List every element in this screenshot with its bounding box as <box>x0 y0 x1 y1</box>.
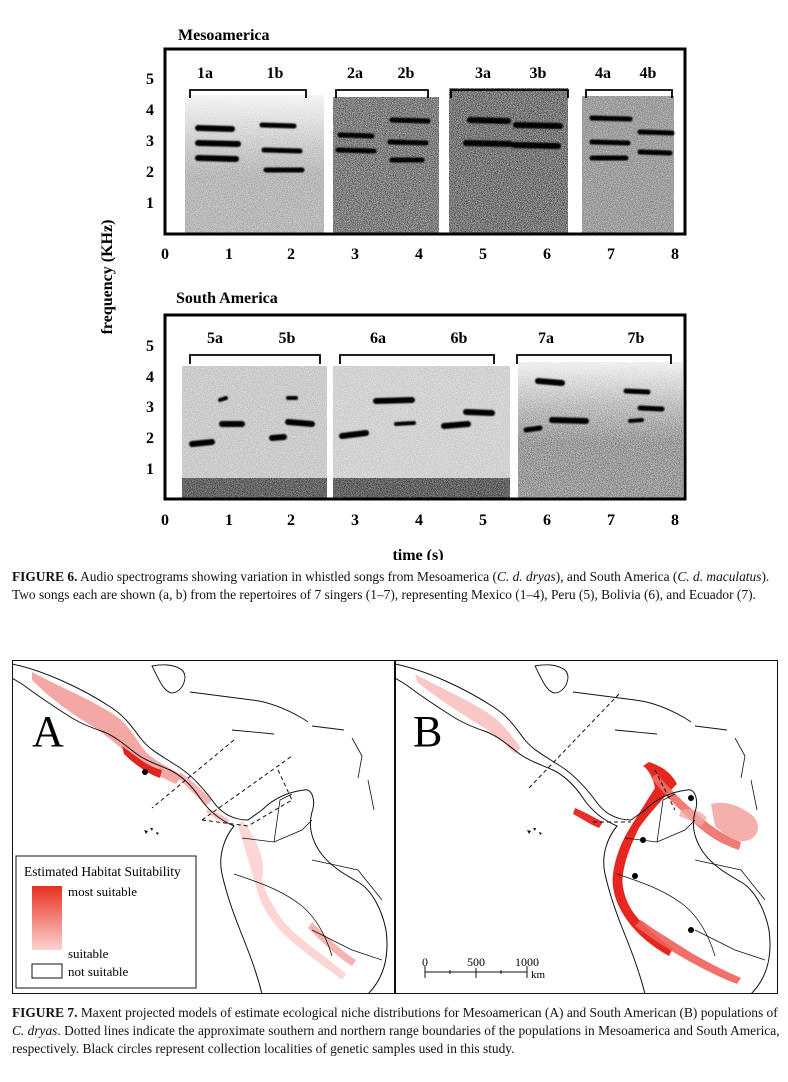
scale-tick-500: 500 <box>467 955 485 969</box>
panel-title-south-america: South America <box>176 290 278 307</box>
scale-tick-0: 0 <box>422 955 428 969</box>
x-tick-top-6: 6 <box>543 246 551 263</box>
x-tick-bottom-6: 6 <box>543 512 551 529</box>
y-tick-bottom-5: 5 <box>146 338 154 355</box>
x-tick-bottom-0: 0 <box>161 512 169 529</box>
x-tick-bottom-1: 1 <box>225 512 233 529</box>
caption-italic: C. d. maculatus <box>677 569 762 584</box>
legend-habitat-suitability: Estimated Habitat Suitability most suita… <box>15 855 197 989</box>
y-tick-top-2: 2 <box>146 164 154 181</box>
y-tick-bottom-4: 4 <box>146 369 154 386</box>
legend-title: Estimated Habitat Suitability <box>24 864 181 879</box>
caption-italic: C. d. dryas <box>496 569 556 584</box>
scale-tick-1000: 1000 <box>515 955 539 969</box>
song-label-4b: 4b <box>640 65 657 82</box>
caption-text: Audio spectrograms showing variation in … <box>77 569 497 584</box>
song-label-6a: 6a <box>370 330 386 347</box>
x-tick-top-8: 8 <box>671 246 679 263</box>
song-brackets-south-america <box>189 354 672 364</box>
song-label-3a: 3a <box>475 65 491 82</box>
spectrogram-panel-mesoamerica: 1a 1b 2a 2b 3a 3b 4a 4b 1 2 3 4 5 0 1 2 … <box>146 47 687 263</box>
x-tick-bottom-3: 3 <box>351 512 359 529</box>
figure-6-spectrograms: frequency (KHz) time (s) Mesoamerica <box>99 27 687 560</box>
caption-text: Maxent projected models of estimate ecol… <box>77 1005 778 1020</box>
map-panel-a: A Estimated Habitat Suitability most sui… <box>12 660 395 994</box>
legend-not-suitable: not suitable <box>68 964 129 979</box>
y-tick-bottom-2: 2 <box>146 430 154 447</box>
x-tick-top-1: 1 <box>225 246 233 263</box>
caption-text: ). Two songs each are shown (a, b) from … <box>12 569 770 602</box>
legend-gradient <box>32 886 62 950</box>
song-label-7b: 7b <box>628 330 645 347</box>
x-tick-top-5: 5 <box>479 246 487 263</box>
song-label-2b: 2b <box>398 65 415 82</box>
figure-7-caption: FIGURE 7. Maxent projected models of est… <box>12 1004 782 1058</box>
range-boundary-lines-b <box>526 693 676 823</box>
caption-text: ), and South America ( <box>555 569 678 584</box>
x-tick-bottom-2: 2 <box>287 512 295 529</box>
song-label-1b: 1b <box>267 65 284 82</box>
scale-bar: 0 500 1000 km <box>422 955 546 981</box>
legend-suitable: suitable <box>68 946 109 961</box>
panel-label-b: B <box>413 707 442 756</box>
y-axis-label: frequency (KHz) <box>99 220 116 335</box>
y-tick-top-3: 3 <box>146 133 154 150</box>
song-label-4a: 4a <box>595 65 611 82</box>
y-tick-top-1: 1 <box>146 195 154 212</box>
legend-not-suitable-swatch <box>31 963 63 979</box>
range-boundary-lines-a <box>151 739 293 827</box>
figure-7-maps: A Estimated Habitat Suitability most sui… <box>12 660 778 994</box>
panel-label-a: A <box>32 707 64 756</box>
song-traces-mesoamerica <box>195 115 675 173</box>
sample-locality-dots <box>632 795 694 933</box>
panel-frame-south-america <box>163 313 687 501</box>
y-tick-bottom-1: 1 <box>146 461 154 478</box>
map-panel-b: B 0 500 1000 km <box>395 660 778 994</box>
spectrogram-segment-5 <box>182 366 327 498</box>
x-tick-top-3: 3 <box>351 246 359 263</box>
figure-6-caption: FIGURE 6. Audio spectrograms showing var… <box>12 568 782 604</box>
x-tick-top-0: 0 <box>161 246 169 263</box>
panel-title-mesoamerica: Mesoamerica <box>178 27 270 44</box>
x-axis-label: time (s) <box>392 547 443 560</box>
x-tick-top-2: 2 <box>287 246 295 263</box>
figure-7-label: FIGURE 7. <box>12 1005 78 1020</box>
spectrogram-panel-south-america: 5a 5b 6a 6b 7a 7b 1 2 3 4 5 0 1 2 3 4 5 … <box>146 313 687 529</box>
panel-frame-mesoamerica <box>163 47 687 236</box>
legend-most-suitable: most suitable <box>68 884 137 899</box>
x-tick-bottom-5: 5 <box>479 512 487 529</box>
y-tick-bottom-3: 3 <box>146 399 154 416</box>
caption-text: . Dotted lines indicate the approximate … <box>12 1023 780 1056</box>
figure-6-label: FIGURE 6. <box>12 569 78 584</box>
song-brackets-mesoamerica <box>189 89 673 98</box>
spectrogram-segment-2 <box>333 97 439 233</box>
song-label-3b: 3b <box>530 65 547 82</box>
song-traces-south-america <box>189 378 665 447</box>
caption-italic: C. dryas <box>12 1023 58 1038</box>
x-tick-bottom-8: 8 <box>671 512 679 529</box>
x-tick-top-7: 7 <box>607 246 615 263</box>
y-tick-top-4: 4 <box>146 102 154 119</box>
x-tick-top-4: 4 <box>415 246 423 263</box>
spectrogram-segment-7 <box>518 362 683 498</box>
scale-unit: km <box>531 969 546 981</box>
song-label-5a: 5a <box>207 330 223 347</box>
x-tick-bottom-7: 7 <box>607 512 615 529</box>
sample-locality-dot <box>142 769 148 775</box>
spectrogram-segment-3 <box>449 88 568 233</box>
spectrogram-segment-1 <box>185 95 324 233</box>
x-tick-bottom-4: 4 <box>415 512 423 529</box>
y-tick-top-5: 5 <box>146 71 154 88</box>
song-label-6b: 6b <box>451 330 468 347</box>
song-label-1a: 1a <box>197 65 213 82</box>
song-label-2a: 2a <box>347 65 363 82</box>
suitability-south-america <box>415 674 758 984</box>
song-label-5b: 5b <box>279 330 296 347</box>
song-label-7a: 7a <box>538 330 554 347</box>
suitability-mesoamerica <box>32 672 356 980</box>
